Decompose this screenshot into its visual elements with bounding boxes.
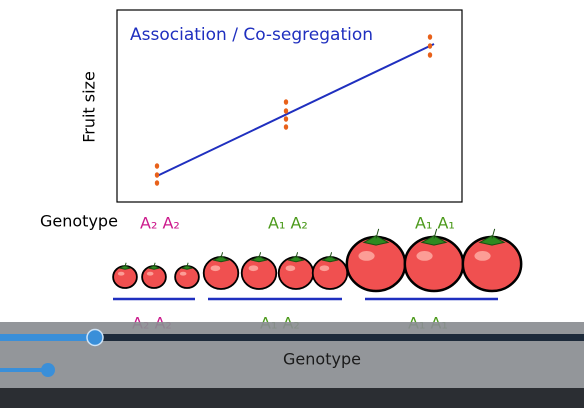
genotype-upper: A₂ A₂ — [140, 214, 180, 233]
tomato — [202, 252, 240, 290]
tomato-stem — [478, 228, 506, 246]
tomato-shine — [416, 251, 433, 261]
points — [154, 34, 433, 186]
tomato-shine — [319, 265, 330, 272]
tomato-shine — [146, 271, 154, 276]
bottom-bar — [0, 388, 584, 408]
plot-frame — [116, 9, 463, 203]
y-axis-label: Fruit size — [80, 71, 99, 143]
tomato-stem — [362, 228, 390, 246]
tomato-shine — [117, 271, 125, 276]
tomato — [174, 262, 200, 289]
point — [427, 34, 433, 40]
tomato-stem — [250, 252, 268, 263]
genotype-upper: A₁ A₁ — [415, 214, 455, 233]
point — [283, 99, 289, 105]
tomato-shine — [210, 265, 221, 272]
tomato-shine — [474, 251, 491, 261]
tomato-stem — [118, 262, 132, 270]
tomato — [112, 262, 138, 289]
tomato — [403, 228, 465, 293]
point — [154, 163, 160, 169]
point — [283, 116, 289, 122]
genotype-label: Genotype — [40, 212, 118, 231]
point — [427, 43, 433, 49]
tomato-shine — [248, 265, 259, 272]
trend-line — [156, 43, 435, 177]
tomato-stem — [180, 262, 194, 270]
tomato-shine — [358, 251, 375, 261]
progress-fill — [0, 334, 95, 341]
point — [427, 52, 433, 58]
tomato-stem — [321, 252, 339, 263]
tomato-stem — [420, 228, 448, 246]
tomato-stem — [212, 252, 230, 263]
tomato — [141, 262, 167, 289]
progress-handle[interactable] — [86, 328, 104, 347]
volume-handle[interactable] — [41, 363, 55, 377]
point — [283, 108, 289, 114]
slide-title: Association / Co-segregation — [130, 25, 373, 45]
point — [283, 124, 289, 130]
tomato — [461, 228, 523, 293]
progress-track — [0, 334, 584, 341]
tomatoes — [112, 228, 523, 293]
tomato-shine — [285, 265, 296, 272]
tomato-stem — [287, 252, 305, 263]
tomato-stem — [147, 262, 161, 270]
tomato-shine — [179, 271, 187, 276]
point — [154, 180, 160, 186]
caption: Genotype — [283, 350, 361, 369]
tomato — [240, 252, 278, 290]
point — [154, 172, 160, 178]
tomato — [277, 252, 315, 290]
genotype-upper: A₁ A₂ — [268, 214, 308, 233]
volume-fill — [0, 368, 48, 372]
